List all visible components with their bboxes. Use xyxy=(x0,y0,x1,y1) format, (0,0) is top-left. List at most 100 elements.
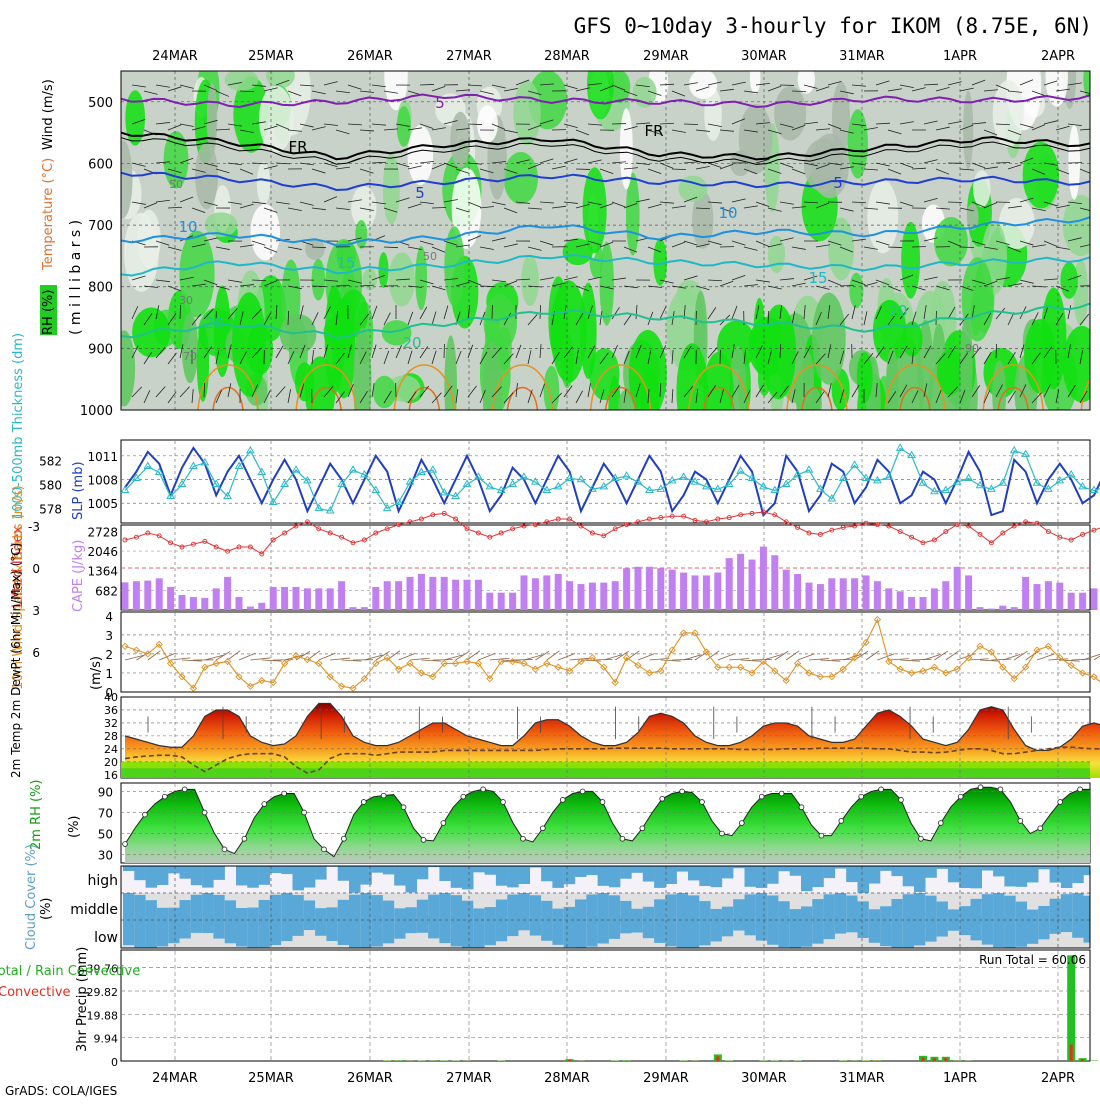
rh2m-marker xyxy=(600,800,605,805)
cape-bar xyxy=(133,581,140,610)
cape-bar xyxy=(179,595,186,610)
cape-bar xyxy=(999,606,1006,610)
cloud-middle-cell xyxy=(394,908,406,920)
cloud-middle-cell xyxy=(598,893,610,920)
cloud-middle-cell xyxy=(247,908,258,920)
cape-bar xyxy=(338,581,345,610)
rh-fill-blob xyxy=(750,61,761,94)
cape-bar xyxy=(555,574,562,610)
rh2m-marker xyxy=(202,810,207,815)
rh-fill-blob xyxy=(886,348,899,429)
cloud-high-cell xyxy=(349,866,361,893)
contour-label: 15 xyxy=(336,254,355,272)
pressure-tick: 800 xyxy=(88,281,113,296)
cloud-low-cell xyxy=(281,920,293,941)
cloud-low-cell xyxy=(586,920,598,947)
cloud-low-cell xyxy=(496,920,508,941)
rh2m-marker xyxy=(779,791,784,796)
cape-bar xyxy=(977,607,984,610)
cape-bar xyxy=(942,581,949,610)
contour-label: 90 xyxy=(965,342,979,355)
cloud-middle-cell xyxy=(835,893,847,920)
temp2m-base xyxy=(121,768,1090,778)
cloud-middle-cell xyxy=(146,900,158,920)
cloud-low-cell xyxy=(428,920,440,938)
date-label-bottom: 1APR xyxy=(943,1071,977,1086)
contour-label: 5 xyxy=(415,184,425,202)
cape-bar xyxy=(908,597,915,610)
cloud-high-cell xyxy=(971,866,983,888)
contour-label: 10 xyxy=(178,218,197,236)
cloud-row-label: middle xyxy=(70,902,118,918)
cape-bar xyxy=(885,588,892,610)
cloud-middle-cell xyxy=(937,901,949,920)
contour-label: 30 xyxy=(179,294,193,307)
cloud-middle-cell xyxy=(665,894,677,920)
cloud-middle-cell xyxy=(564,907,576,920)
cloud-low-cell xyxy=(620,920,632,933)
wind-barb xyxy=(180,305,181,319)
cloud-middle-cell xyxy=(315,908,327,920)
rh2m-marker xyxy=(700,800,705,805)
rh-fill-blob xyxy=(312,259,326,301)
cloud-high-cell xyxy=(586,866,598,875)
wind10-tick: 1 xyxy=(105,667,113,681)
temp2m-tick: 28 xyxy=(104,730,118,743)
rh-fill-blob xyxy=(266,62,295,88)
cape-bar xyxy=(441,577,448,610)
cloud-low-cell xyxy=(541,920,553,941)
cross-section-ylabel-wind: Wind (m/s) xyxy=(41,79,56,150)
cloud-low-cell xyxy=(959,920,971,935)
cloud-low-cell xyxy=(711,920,723,941)
cross-section-yunit: ( m i l l i b a r s ) xyxy=(68,220,84,335)
pressure-tick: 900 xyxy=(88,342,113,357)
cape-tick: 1364 xyxy=(87,565,118,579)
date-label-top: 27MAR xyxy=(446,49,492,64)
cloud-high-cell xyxy=(801,866,813,891)
cloud-low-cell xyxy=(812,920,824,944)
cloud-high-cell xyxy=(236,866,248,885)
cape-bar xyxy=(589,583,596,610)
cloud-high-cell xyxy=(869,866,881,884)
slp-ylabel: SLP (mb) xyxy=(71,461,86,520)
precip-conv-bar xyxy=(1070,1045,1073,1061)
precip-ylabel-total: Total / Rain Convective xyxy=(0,964,140,979)
date-label-bottom: 2APR xyxy=(1041,1071,1075,1086)
li-tick: 0 xyxy=(32,562,40,576)
rh2m-marker xyxy=(361,800,366,805)
cloud-high-cell xyxy=(451,866,463,888)
slp-tick: 1011 xyxy=(87,450,118,464)
cloud-low-cell xyxy=(948,920,960,931)
cloud-middle-cell xyxy=(880,906,892,920)
cape-bar xyxy=(464,580,471,610)
cross-section-ylabel-rh: RH (%) xyxy=(41,290,56,335)
rh-fill-blob xyxy=(207,83,217,155)
cape-bar xyxy=(1056,583,1063,610)
cloud-middle-cell xyxy=(778,901,790,920)
cloud-high-cell xyxy=(168,866,180,873)
cloud-middle-cell xyxy=(451,895,463,920)
cloud-middle-cell xyxy=(846,896,858,920)
cloud-high-cell xyxy=(1050,866,1062,883)
rh-fill-blob xyxy=(934,217,968,266)
cloud-high-cell xyxy=(767,866,779,884)
wind-barb xyxy=(960,247,974,248)
cloud-middle-cell xyxy=(858,901,870,920)
cloud-high-cell xyxy=(880,866,892,871)
cloud-low-cell xyxy=(123,920,135,945)
cloud-high-cell xyxy=(722,866,734,878)
cloud-middle-cell xyxy=(654,899,666,920)
rh-fill-blob xyxy=(812,293,846,385)
rh-fill-blob xyxy=(113,330,135,406)
cape-bar xyxy=(692,575,699,610)
cloud-middle-cell xyxy=(745,894,757,920)
contour-label: 70 xyxy=(183,350,197,363)
precip-conv-bar xyxy=(944,1058,947,1061)
cloud-high-cell xyxy=(790,866,802,876)
cape-bar xyxy=(281,587,288,610)
rh2m-marker xyxy=(441,821,446,826)
cloud-low-cell xyxy=(564,920,576,947)
contour-label: 20 xyxy=(888,302,907,320)
rh2m-marker xyxy=(162,794,167,799)
